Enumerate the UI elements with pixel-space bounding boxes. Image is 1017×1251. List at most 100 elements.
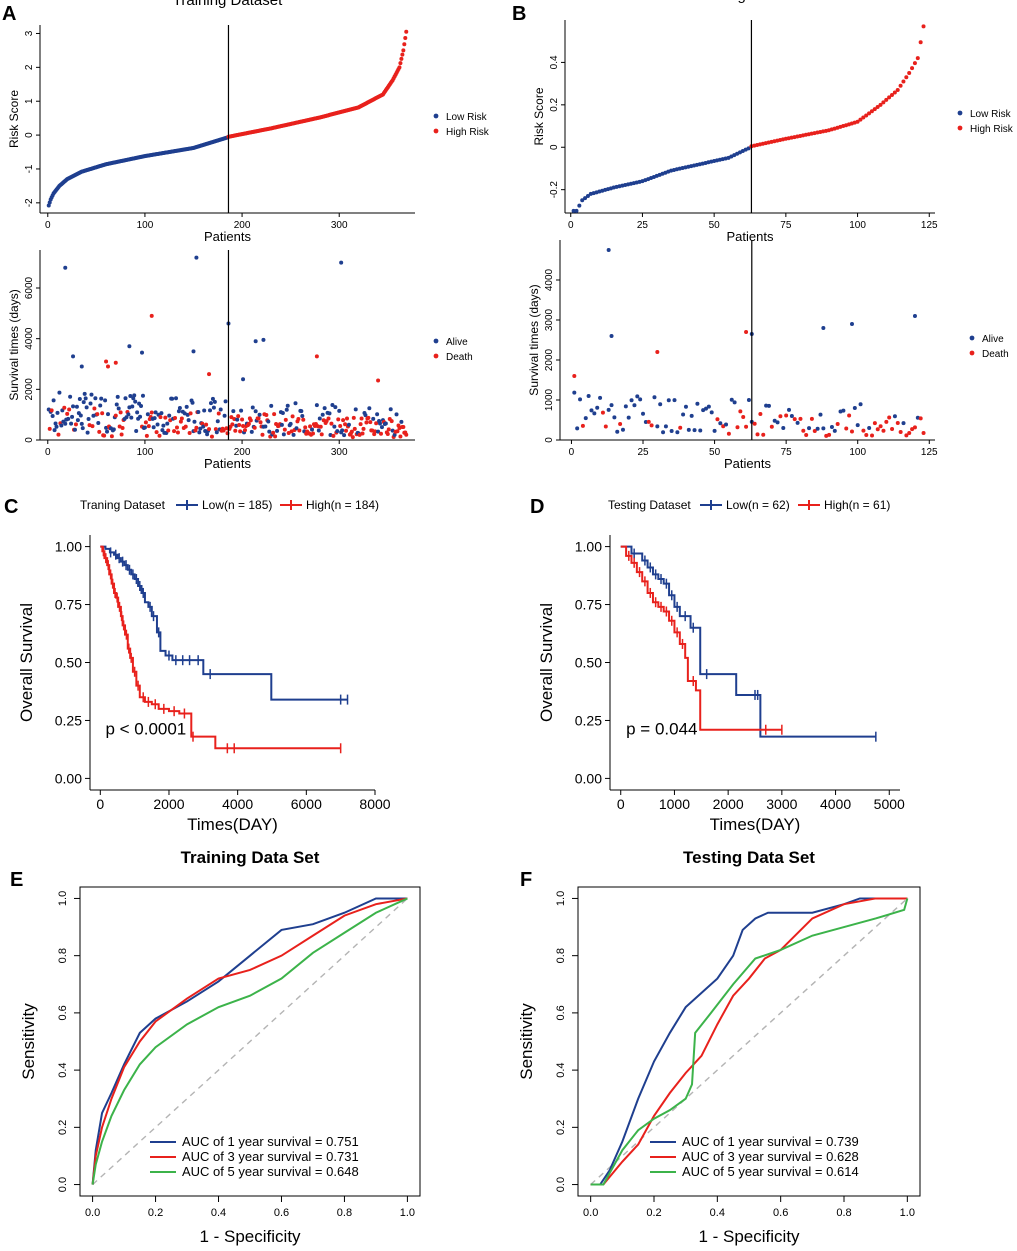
alive-point — [781, 426, 786, 431]
x-tick-label: 1.0 — [400, 1207, 415, 1219]
alive-point — [269, 403, 274, 408]
alive-point — [686, 427, 691, 432]
alive-point — [892, 414, 897, 419]
alive-point — [652, 395, 657, 400]
death-point — [282, 427, 287, 432]
death-point — [163, 415, 168, 420]
alive-point — [51, 398, 56, 403]
alive-point — [815, 426, 820, 431]
y-axis-label: Survival times (days) — [7, 289, 21, 400]
death-point — [580, 423, 585, 428]
death-point — [398, 434, 403, 439]
alive-point — [363, 413, 368, 418]
y-tick-label: 0.6 — [57, 1005, 69, 1020]
legend-label: Death — [982, 349, 1009, 360]
panel-title: Training Dataset — [173, 0, 283, 9]
alive-point — [63, 421, 68, 426]
x-tick-label: 6000 — [291, 796, 322, 812]
roc-curve-3y — [91, 897, 408, 1185]
alive-point — [71, 354, 76, 359]
roc-curve-5y — [590, 898, 909, 1186]
y-tick-label: 6000 — [24, 276, 35, 299]
x-tick-label: 0.6 — [274, 1207, 289, 1219]
risk-point — [864, 113, 869, 118]
alive-point — [367, 406, 372, 411]
y-tick-label: 0.0 — [57, 1177, 69, 1192]
death-point — [204, 422, 209, 427]
alive-point — [155, 422, 160, 427]
legend-marker — [969, 350, 975, 356]
y-tick-label: -0.2 — [549, 181, 560, 199]
x-tick-label: 0 — [569, 447, 575, 458]
alive-point — [106, 412, 111, 417]
death-point — [237, 422, 242, 427]
risk-point — [867, 111, 872, 116]
x-tick-label: 0.0 — [85, 1207, 100, 1219]
alive-point — [176, 409, 181, 414]
death-point — [326, 416, 331, 421]
death-point — [260, 432, 265, 437]
death-point — [256, 416, 261, 421]
legend-label: Low(n = 185) — [202, 498, 272, 512]
y-tick-label: 2000 — [24, 378, 35, 401]
x-tick-label: 0.2 — [646, 1207, 661, 1219]
panel-title: Training Data Set — [181, 848, 320, 867]
risk-point — [397, 65, 402, 70]
death-point — [721, 424, 726, 429]
death-point — [308, 424, 313, 429]
death-point — [241, 424, 246, 429]
alive-point — [85, 430, 90, 435]
legend-label: Death — [446, 352, 473, 363]
alive-point — [194, 255, 199, 260]
alive-point — [724, 422, 729, 427]
x-axis-label: Patients — [724, 456, 771, 471]
alive-point — [140, 393, 145, 398]
alive-point — [821, 326, 826, 330]
roc-curve-5y — [91, 897, 408, 1185]
alive-point — [583, 416, 588, 421]
alive-point — [130, 404, 135, 409]
death-point — [118, 410, 123, 415]
alive-point — [208, 408, 213, 413]
death-point — [910, 427, 915, 432]
death-point — [314, 354, 319, 359]
y-axis-label: Sensitivity — [517, 1003, 536, 1080]
death-point — [351, 415, 356, 420]
alive-point — [59, 423, 64, 428]
y-tick-label: 0.2 — [57, 1120, 69, 1135]
x-tick-label: 300 — [331, 220, 348, 231]
panel-e: 0.0 0.2 0.4 0.6 0.8 1.0 0.0 0.2 0.4 0.6 0.8 1.0 Trai… — [19, 848, 421, 1246]
y-tick-label: 0.2 — [549, 97, 560, 111]
risk-point — [869, 109, 874, 114]
death-point — [303, 425, 308, 430]
death-point — [812, 429, 817, 434]
x-tick-label: 0 — [568, 220, 574, 231]
alive-point — [82, 391, 87, 396]
death-point — [600, 410, 605, 415]
legend-title: Testing Dataset — [608, 498, 691, 512]
risk-point — [915, 56, 920, 61]
x-axis-label: Patients — [727, 229, 774, 244]
risk-point — [398, 61, 403, 66]
risk-point — [47, 200, 52, 205]
y-tick-label: 0.8 — [555, 948, 567, 963]
alive-point — [135, 410, 140, 415]
risk-point — [583, 196, 588, 201]
alive-point — [299, 409, 304, 414]
legend-marker — [957, 125, 963, 131]
risk-point — [46, 203, 51, 208]
death-point — [178, 419, 183, 424]
alive-point — [279, 422, 284, 427]
alive-point — [86, 417, 91, 422]
alive-point — [655, 424, 660, 429]
death-point — [741, 415, 746, 420]
legend-label: Low(n = 62) — [726, 498, 790, 512]
y-tick-label: 0.2 — [555, 1120, 567, 1135]
x-axis-label: Patients — [204, 456, 251, 471]
y-tick-label: 0.4 — [549, 55, 560, 69]
x-tick-label: 0.8 — [337, 1207, 352, 1219]
death-point — [861, 428, 866, 433]
alive-point — [698, 428, 703, 433]
plot-frame — [577, 886, 921, 1197]
